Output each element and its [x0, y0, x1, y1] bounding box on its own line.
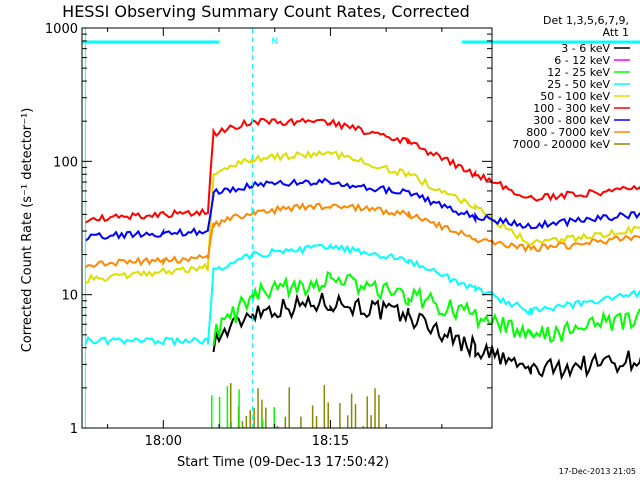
- legend-item: 300 - 800 keV: [533, 114, 630, 127]
- series-line: [212, 292, 640, 381]
- legend-label: 50 - 100 keV: [540, 90, 610, 103]
- series-line: [84, 242, 640, 347]
- legend-item: 7000 - 20000 keV: [512, 138, 630, 151]
- series-line: [212, 270, 640, 347]
- legend-label: 3 - 6 keV: [561, 42, 610, 55]
- legend-item: 6 - 12 keV: [554, 54, 630, 67]
- low-count-spikes-1: [211, 386, 275, 428]
- series-100-300-kev: [84, 117, 640, 224]
- chart-title: HESSI Observing Summary Count Rates, Cor…: [62, 2, 470, 21]
- legend-label: 300 - 800 keV: [533, 114, 610, 127]
- legend-item: 3 - 6 keV: [561, 42, 630, 55]
- series-12-25-kev: [212, 270, 640, 347]
- legend-item: 50 - 100 keV: [540, 90, 630, 103]
- series-line: [85, 149, 640, 284]
- series-300-800-kev: [84, 177, 640, 242]
- legend-label: 25 - 50 keV: [547, 78, 610, 91]
- plot-frame: [81, 27, 493, 429]
- legend-label: 12 - 25 keV: [547, 66, 610, 79]
- series-line: [84, 117, 640, 224]
- series-line: [84, 202, 640, 269]
- attenuator-state-label: N: [271, 37, 278, 47]
- y-axis-label: Corrected Count Rate (s⁻¹ detector⁻¹): [20, 108, 35, 353]
- legend-label: 800 - 7000 keV: [526, 126, 610, 139]
- y-tick-label: 100: [53, 155, 78, 170]
- series-3-6-kev: [212, 292, 640, 381]
- y-tick-label: 10: [61, 289, 78, 304]
- y-tick-label: 1000: [45, 22, 78, 37]
- low-count-spikes-0: [229, 383, 380, 428]
- legend-item: 25 - 50 keV: [547, 78, 630, 91]
- series-layer: [84, 117, 640, 428]
- legend-header-line-1: Det 1,3,5,6,7,9,: [543, 14, 629, 27]
- x-tick-label: 18:00: [145, 434, 182, 449]
- legend-label: 100 - 300 keV: [533, 102, 610, 115]
- legend-item: 800 - 7000 keV: [526, 126, 630, 139]
- legend-item: 12 - 25 keV: [547, 66, 630, 79]
- timestamp: 17-Dec-2013 21:05: [559, 467, 636, 476]
- x-axis-label: Start Time (09-Dec-13 17:50:42): [177, 455, 389, 470]
- series-25-50-kev: [84, 242, 640, 347]
- legend-header-line-2: Att 1: [603, 26, 629, 39]
- series-800-7000-kev: [84, 202, 640, 269]
- series-50-100-kev: [85, 149, 640, 284]
- legend-label: 7000 - 20000 keV: [512, 138, 610, 151]
- ticks-layer: 18:00 18:15 1 10 100 1000: [45, 22, 492, 449]
- legend-item: 100 - 300 keV: [533, 102, 630, 115]
- series-line: [84, 177, 640, 242]
- legend-label: 6 - 12 keV: [554, 54, 610, 67]
- y-tick-label: 1: [70, 422, 78, 437]
- marker-layer: N: [82, 28, 640, 428]
- x-tick-label: 18:15: [312, 434, 349, 449]
